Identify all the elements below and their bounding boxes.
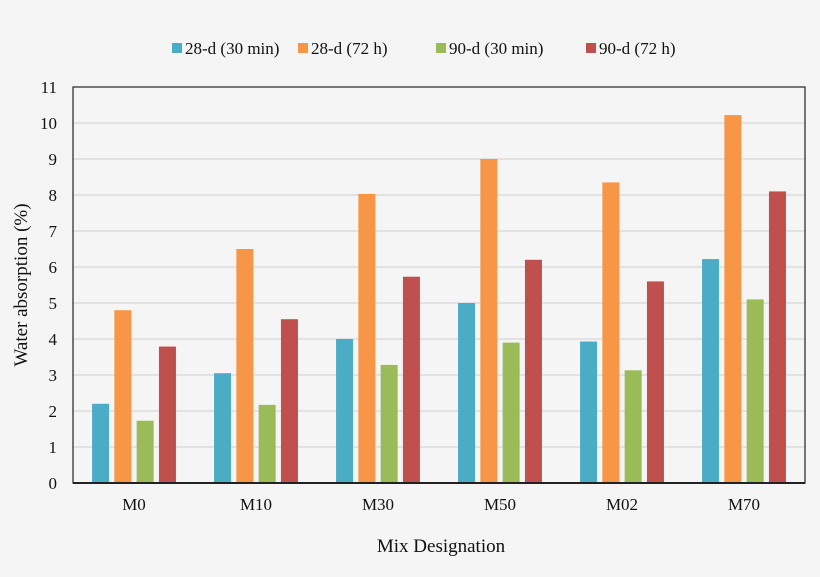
y-tick-label: 3 [49,366,58,385]
x-tick-label: M0 [122,495,146,514]
x-tick-label: M10 [240,495,272,514]
bar-M02-1 [602,182,620,483]
bar-M70-2 [746,299,764,483]
bar-M0-2 [136,420,154,483]
legend-swatch [298,43,308,53]
x-tick-label: M02 [606,495,638,514]
legend-swatch [172,43,182,53]
x-tick-labels: M0 M10 M30 M50 M02 M70 [122,495,760,514]
plot-frame [72,86,806,484]
bar-M0-3 [158,346,176,483]
bar-M50-2 [502,342,520,483]
legend-swatch [586,43,596,53]
bars [92,115,786,484]
y-tick-label: 6 [49,258,58,277]
y-tick-label: 9 [49,150,58,169]
bar-M30-1 [358,193,376,484]
y-tick-label: 10 [40,114,57,133]
x-tick-label: M30 [362,495,394,514]
y-tick-label: 4 [49,330,58,349]
y-tick-label: 8 [49,186,58,205]
bar-M0-0 [92,403,110,483]
bar-M50-0 [458,303,476,483]
y-tick-label: 0 [49,474,58,493]
legend-swatch [436,43,446,53]
bar-M10-0 [214,373,232,483]
bar-M0-1 [114,310,132,483]
x-tick-label: M70 [728,495,760,514]
legend-label: 28-d (72 h) [311,39,387,58]
y-tick-label: 1 [49,438,58,457]
bar-M10-3 [280,319,298,483]
bar-M02-2 [624,370,642,483]
bar-M10-1 [236,249,254,483]
bar-M70-1 [724,115,742,483]
bar-M50-1 [480,159,498,483]
bar-M30-3 [402,276,420,483]
y-tick-labels: 0 1 2 3 4 5 6 7 8 9 10 11 [40,78,58,493]
bar-M70-0 [702,259,720,483]
bar-M30-0 [336,339,354,483]
y-tick-label: 5 [49,294,58,313]
x-axis-label: Mix Designation [377,536,506,557]
gridlines [73,122,805,448]
legend-label: 28-d (30 min) [185,39,279,58]
bar-M30-2 [380,364,398,483]
legend-label: 90-d (30 min) [449,39,543,58]
bar-M02-0 [580,341,598,483]
bar-M50-3 [524,259,542,483]
bar-M02-3 [646,281,664,483]
bar-M10-2 [258,404,276,483]
legend-label: 90-d (72 h) [599,39,675,58]
y-tick-label: 7 [49,222,58,241]
legend: 28-d (30 min) 28-d (72 h) 90-d (30 min) 90-… [172,39,675,58]
y-axis-label: Water absorption (%) [11,203,32,366]
y-tick-label: 2 [49,402,58,421]
x-tick-label: M50 [484,495,516,514]
y-tick-label: 11 [41,78,57,97]
bar-M70-3 [768,191,786,483]
